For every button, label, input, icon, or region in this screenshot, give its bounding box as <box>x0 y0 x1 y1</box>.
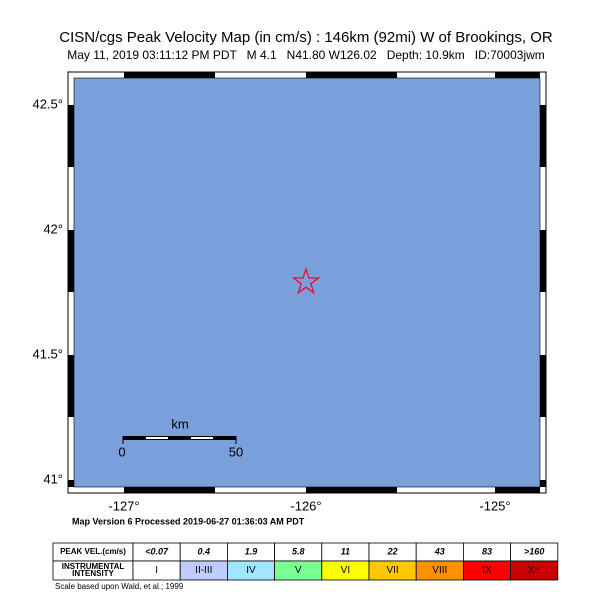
legend-cell-label: V <box>295 565 302 576</box>
frame-band <box>68 230 74 292</box>
frame-band <box>495 72 540 78</box>
legend-note: Scale based upon Wald, et al.; 1999 <box>55 582 184 591</box>
lat-label: 42° <box>43 221 63 236</box>
legend-row-label: INSTRUMENTAL <box>62 562 125 571</box>
epicenter-star <box>291 266 321 295</box>
legend-cell-label: IX <box>482 565 492 576</box>
legend-cell-label: 43 <box>434 546 445 556</box>
legend-cell-label: >160 <box>524 546 544 556</box>
legend-cell <box>510 560 559 581</box>
legend-cell-label: 0.4 <box>198 546 211 556</box>
frame-band <box>495 487 540 493</box>
frame-band <box>540 480 546 487</box>
frame-band <box>306 72 397 78</box>
frame-band <box>68 480 74 487</box>
scale-start: 0 <box>118 444 125 459</box>
scale-bar: km 0 50 <box>118 416 243 459</box>
legend-cell-label: 11 <box>341 546 350 556</box>
legend-cell-label: 22 <box>387 546 398 556</box>
legend-cell-label: <0.07 <box>145 546 169 556</box>
title: CISN/cgs Peak Velocity Map (in cm/s) : 1… <box>59 29 553 46</box>
legend-cell-label: VII <box>386 565 398 576</box>
legend-cell-label: 83 <box>482 546 492 556</box>
lon-label: -126° <box>290 498 321 513</box>
lon-label: -127° <box>108 498 139 513</box>
scale-bar-body <box>123 436 236 440</box>
frame-band <box>124 72 215 78</box>
legend-cell-label: X+ <box>528 565 541 576</box>
scale-unit: km <box>171 416 188 431</box>
legend-row-label: PEAK VEL.(cm/s) <box>60 547 126 556</box>
frame-band <box>68 105 74 167</box>
frame-band <box>540 230 546 292</box>
frame-band <box>306 487 397 493</box>
frame-band <box>68 355 74 417</box>
frame-band <box>540 105 546 167</box>
legend-cell-label: VIII <box>432 565 447 576</box>
scale-end: 50 <box>229 444 243 459</box>
subtitle: May 11, 2019 03:11:12 PM PDT M 4.1 N41.8… <box>67 48 545 62</box>
lat-label: 42.5° <box>32 96 63 111</box>
map-area <box>73 77 541 488</box>
version-note: Map Version 6 Processed 2019-06-27 01:36… <box>72 516 305 526</box>
frame-ticks <box>68 72 546 493</box>
legend: PEAK VEL.(cm/s) <0.07 0.4 1.9 5.8 11 22 43 83 >16… <box>52 542 559 581</box>
lon-label: -125° <box>479 498 510 513</box>
scale-bar-segment <box>191 437 213 439</box>
legend-cell-label: VI <box>341 565 350 576</box>
frame-band <box>540 355 546 417</box>
lat-label: 41° <box>43 471 63 486</box>
legend-cell-label: II-III <box>195 565 212 576</box>
legend-cell-label: 1.9 <box>245 546 258 556</box>
scale-bar-segment <box>146 437 168 439</box>
legend-row-label: INTENSITY <box>72 569 114 578</box>
frame-band <box>124 487 215 493</box>
legend-cell-label: I <box>155 565 158 576</box>
legend-cell-label: 5.8 <box>292 546 305 556</box>
lat-label: 41.5° <box>32 346 63 361</box>
legend-cell-label: IV <box>246 565 256 576</box>
